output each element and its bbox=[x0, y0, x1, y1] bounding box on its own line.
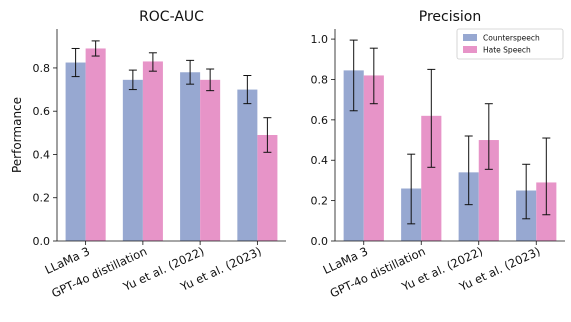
chart-title: Precision bbox=[419, 9, 481, 25]
bar-hate-speech bbox=[478, 140, 499, 241]
y-axis-label: Performance bbox=[10, 97, 24, 173]
bar-counterspeech bbox=[237, 89, 258, 241]
y-tick-label: 0.4 bbox=[33, 148, 51, 161]
legend-label: Hate Speech bbox=[483, 46, 531, 55]
y-tick-label: 1.0 bbox=[311, 33, 329, 46]
chart-title: ROC-AUC bbox=[139, 9, 204, 25]
legend-swatch bbox=[463, 46, 477, 53]
y-tick-label: 0.6 bbox=[33, 105, 51, 118]
y-tick-label: 0.8 bbox=[311, 73, 329, 86]
bar-hate-speech bbox=[85, 48, 106, 241]
bar-hate-speech bbox=[142, 61, 163, 242]
y-tick-label: 0.2 bbox=[33, 192, 51, 205]
bar-hate-speech bbox=[363, 75, 384, 241]
y-tick-label: 0.8 bbox=[33, 62, 51, 75]
legend-label: Counterspeech bbox=[483, 34, 540, 43]
bar-hate-speech bbox=[257, 135, 278, 241]
bar-counterspeech bbox=[65, 62, 86, 242]
bar-counterspeech bbox=[180, 72, 201, 241]
bar-counterspeech bbox=[343, 70, 364, 241]
y-tick-label: 0.2 bbox=[311, 195, 329, 208]
y-tick-label: 0.4 bbox=[311, 154, 329, 167]
x-tick-label: GPT-4o distillation bbox=[328, 244, 428, 300]
bar-hate-speech bbox=[421, 115, 442, 241]
legend-swatch bbox=[463, 34, 477, 41]
y-tick-label: 0.0 bbox=[311, 235, 329, 248]
bar-counterspeech bbox=[458, 172, 479, 241]
y-tick-label: 0.6 bbox=[311, 114, 329, 127]
legend-box bbox=[456, 28, 564, 60]
x-tick-label: GPT-4o distillation bbox=[49, 244, 149, 300]
bar-hate-speech bbox=[200, 79, 221, 241]
y-tick-label: 0.0 bbox=[33, 235, 51, 248]
bar-counterspeech bbox=[122, 79, 143, 241]
